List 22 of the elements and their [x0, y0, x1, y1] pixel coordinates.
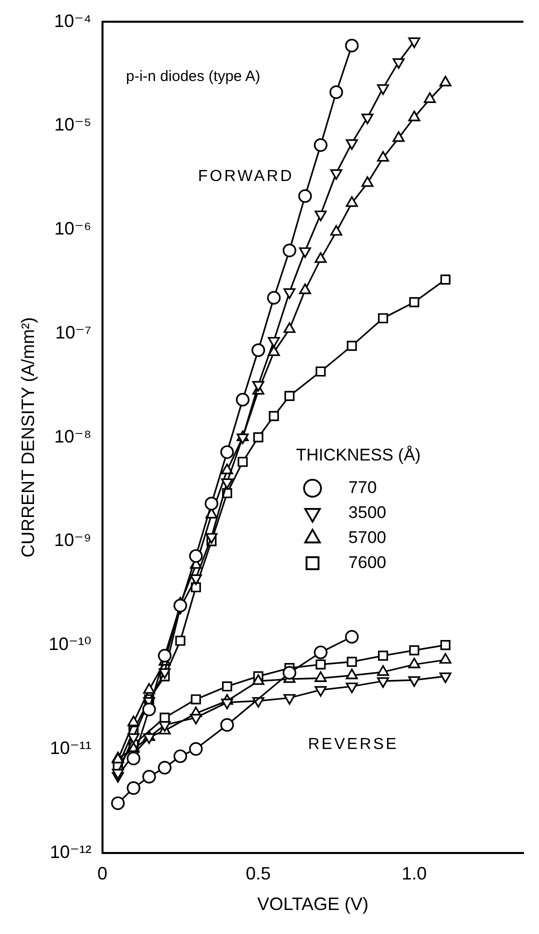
x-tick-label: 0.5: [246, 864, 271, 884]
y-tick-label: 10⁻¹⁰: [48, 634, 92, 654]
legend-title: THICKNESS (Å): [296, 445, 421, 464]
y-tick-label: 10⁻⁹: [54, 530, 92, 550]
y-tick-label: 10⁻⁴: [54, 10, 92, 31]
y-axis-title: CURRENT DENSITY (A/mm²): [18, 317, 38, 558]
legend-label: 3500: [330, 502, 386, 522]
x-tick-label: 1.0: [402, 864, 427, 884]
y-tick-label: 10⁻⁷: [55, 322, 92, 342]
annotation: REVERSE: [308, 736, 398, 754]
y-tick-label: 10⁻⁶: [54, 218, 92, 239]
y-tick-label: 10⁻¹¹: [50, 738, 92, 758]
legend-label: 5700: [330, 528, 386, 547]
y-tick-label: 10⁻⁵: [54, 114, 92, 135]
y-tick-label: 10⁻¹²: [50, 842, 92, 862]
legend-label: 770: [330, 478, 377, 497]
x-tick-label: 0: [97, 864, 108, 884]
legend-label: 7600: [330, 552, 386, 572]
y-tick-label: 10⁻⁸: [54, 426, 92, 446]
annotation: p-i-n diodes (type A): [126, 68, 260, 85]
x-axis-title: VOLTAGE (V): [257, 894, 369, 914]
annotation: FORWARD: [198, 168, 294, 186]
